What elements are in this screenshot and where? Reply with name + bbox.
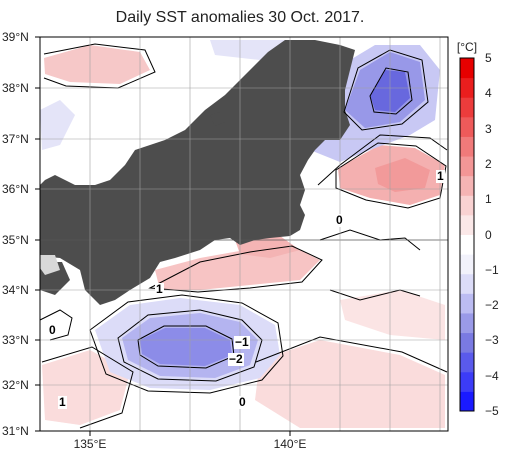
contour-label-kuroshio-1: 1	[155, 282, 164, 296]
contour-label-east-0: 0	[335, 213, 344, 227]
lat-label-36: 36°N	[2, 182, 29, 196]
lon-label-135: 135°E	[73, 437, 107, 451]
colorbar-segment	[460, 371, 474, 392]
contour-0-north	[43, 43, 156, 89]
cold-patch-west-coast	[40, 100, 75, 150]
colorbar-tick-label: −3	[485, 333, 499, 348]
colorbar-segment	[460, 136, 474, 157]
colorbar-frame	[459, 57, 475, 412]
colorbar-segment	[460, 58, 474, 79]
colorbar-segment	[460, 352, 474, 373]
warm-patch-kuroshio	[155, 245, 320, 290]
colorbar	[460, 58, 474, 412]
contour-label-south-0: 0	[238, 395, 247, 409]
colorbar-segment	[460, 116, 474, 137]
colorbar-segment	[460, 77, 474, 98]
colorbar-segment	[460, 156, 474, 177]
warm-anomaly-patches	[42, 45, 445, 428]
colorbar-segment	[460, 273, 474, 294]
lon-label-140: 140°E	[273, 437, 307, 451]
colorbar-tick-label: −1	[485, 262, 499, 277]
lat-label-38: 38°N	[2, 81, 29, 95]
plot-frame	[39, 36, 449, 432]
colorbar-segment	[460, 175, 474, 196]
warm-patch-boso	[235, 236, 300, 258]
colorbar-segment	[460, 332, 474, 353]
contour-label-m1: −1	[234, 335, 250, 349]
colorbar-tick-label: 1	[485, 192, 492, 207]
contour-0-southeast	[255, 336, 448, 373]
lat-label-31: 31°N	[2, 424, 29, 438]
contour-label-sanriku-1: 1	[436, 169, 445, 183]
colorbar-tick-label: −5	[485, 404, 499, 418]
axis-ticks	[35, 36, 291, 436]
contour-0-offshore	[89, 294, 284, 394]
contour-lines	[39, 43, 448, 429]
contour-label-m2: −2	[228, 352, 244, 366]
warm-patch-south-east	[255, 340, 445, 428]
colorbar-segment	[460, 254, 474, 275]
lat-label-37: 37°N	[2, 132, 29, 146]
warm-patch-north-sea	[44, 45, 150, 84]
warm-patch-east	[340, 290, 445, 340]
colorbar-segment	[460, 195, 474, 216]
graticule	[40, 37, 448, 431]
contour-m1-offshore	[117, 309, 263, 382]
colorbar-segment	[460, 312, 474, 334]
colorbar-tick-label: 4	[485, 86, 492, 101]
lake-biwa	[40, 255, 60, 275]
colorbar-segment	[460, 234, 474, 255]
land-japan	[40, 40, 355, 305]
lat-label-32: 32°N	[2, 378, 29, 392]
map-title: Daily SST anomalies 30 Oct. 2017.	[115, 9, 365, 26]
island-sado	[210, 112, 225, 126]
contour-1-kuroshio	[148, 245, 323, 293]
colorbar-segment	[460, 391, 474, 412]
cold-patch-offshore-core	[140, 328, 232, 366]
contour-label-west-0: 0	[48, 323, 57, 337]
lat-label-34: 34°N	[2, 283, 29, 297]
contour-0-sanriku	[317, 134, 448, 186]
contour-m1-ne	[343, 49, 429, 131]
contour-0-west	[39, 309, 73, 341]
colorbar-tick-label: 0	[485, 227, 492, 242]
colorbar-segment	[460, 293, 474, 314]
colorbar-tick-label: −2	[485, 298, 499, 313]
colorbar-segment	[460, 214, 474, 235]
contour-1-southwest	[41, 346, 134, 429]
contour-m2-ne	[369, 67, 413, 115]
colorbar-tick-label: −4	[485, 368, 499, 383]
colorbar-tick-label: 5	[485, 51, 492, 65]
lat-label-39: 39°N	[2, 30, 29, 44]
colorbar-unit: [°C]	[456, 40, 478, 54]
colorbar-segment	[460, 97, 474, 118]
warm-patch-sanriku-core	[375, 158, 430, 192]
contour-0-mid	[329, 289, 421, 301]
lat-label-35: 35°N	[2, 233, 29, 247]
colorbar-tick-label: 3	[485, 121, 492, 136]
lat-label-33: 33°N	[2, 333, 29, 347]
colorbar-tick-label: 2	[485, 156, 492, 171]
contour-label-southwest-1: 1	[58, 395, 67, 409]
